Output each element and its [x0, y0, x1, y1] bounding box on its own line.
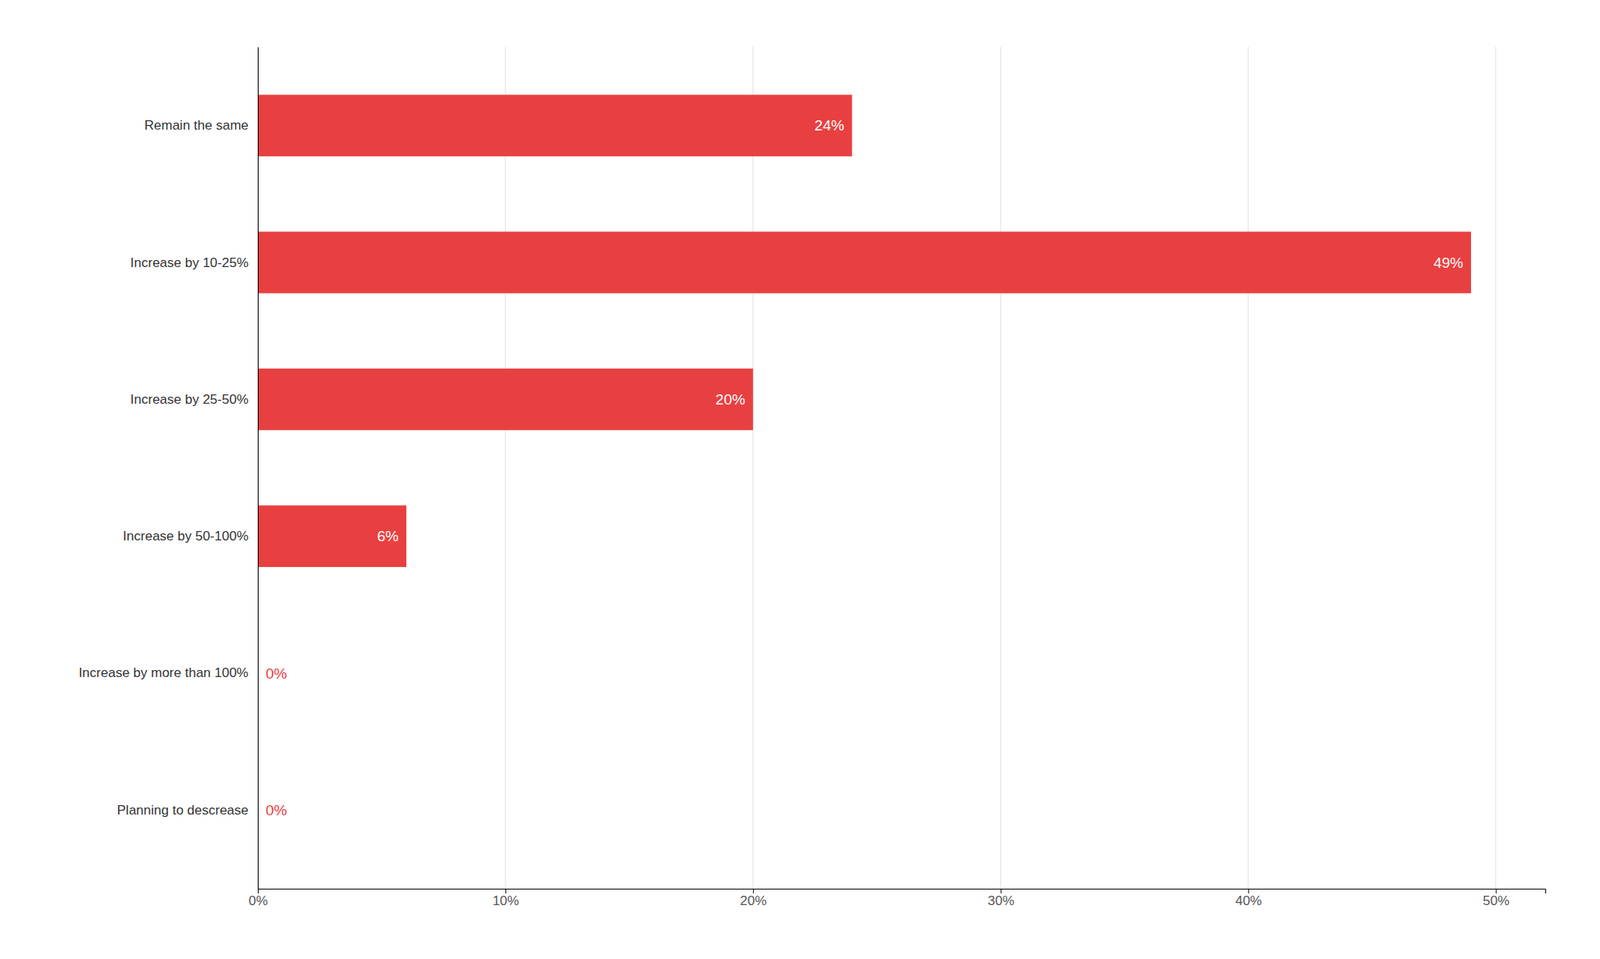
y-axis: Planning to descrease Increase by more th… — [78, 47, 259, 890]
data-labels: 0% 0% 6% 20% 49% 24% — [265, 117, 1464, 818]
tick-label: 20% — [739, 893, 767, 909]
tick-label: 30% — [987, 893, 1015, 909]
x-axis: 0% 10% 20% 30% 40% 50% — [248, 889, 1546, 909]
grid-line — [1495, 46, 1497, 890]
tick: Planning to descrease — [117, 803, 249, 818]
tick-label: 0% — [248, 893, 268, 909]
tick: 40% — [1235, 889, 1262, 909]
grid — [257, 46, 1497, 890]
tick-label: 50% — [1482, 893, 1510, 909]
bar — [257, 368, 754, 431]
data-label: 6% — [377, 528, 400, 545]
plot: 0% 10% 20% 30% 40% 50% Planning to descrease In… — [78, 46, 1547, 909]
bars — [257, 94, 1472, 568]
tick-label: 10% — [492, 893, 519, 909]
grid-line — [504, 46, 506, 890]
tick: 10% — [492, 889, 519, 909]
tick: Remain the same — [144, 117, 249, 133]
tick: Increase by more than 100% — [78, 665, 249, 681]
grid-line — [1000, 46, 1001, 890]
tick: Increase by 10-25% — [130, 255, 249, 271]
category-label: Increase by 25-50% — [130, 392, 249, 408]
bar — [257, 232, 1472, 294]
bar — [257, 505, 407, 568]
data-label: 24% — [814, 117, 845, 134]
chart: 0% 10% 20% 30% 40% 50% Planning to descrease In… — [0, 0, 1600, 959]
category-label: Increase by 50-100% — [122, 528, 249, 544]
bar — [257, 94, 853, 157]
tick: Increase by 25-50% — [130, 392, 249, 408]
data-label: 0% — [265, 802, 288, 819]
data-label: 49% — [1433, 254, 1464, 272]
tick: 50% — [1482, 889, 1510, 909]
grid-line — [1247, 46, 1249, 890]
axis-line — [258, 889, 1547, 895]
tick: Increase by 50-100% — [122, 528, 249, 544]
data-label: 20% — [715, 391, 746, 408]
category-label: Remain the same — [144, 117, 249, 133]
grid-line — [752, 46, 754, 890]
category-label: Increase by 10-25% — [130, 255, 249, 271]
grid-line — [257, 46, 259, 890]
category-label: Planning to descrease — [117, 803, 249, 818]
data-label: 0% — [265, 665, 288, 683]
tick: 0% — [248, 889, 268, 909]
category-label: Increase by more than 100% — [78, 665, 249, 681]
tick: 30% — [987, 889, 1015, 909]
tick: 20% — [739, 889, 767, 909]
tick-label: 40% — [1235, 893, 1262, 909]
axis-line — [257, 47, 259, 890]
